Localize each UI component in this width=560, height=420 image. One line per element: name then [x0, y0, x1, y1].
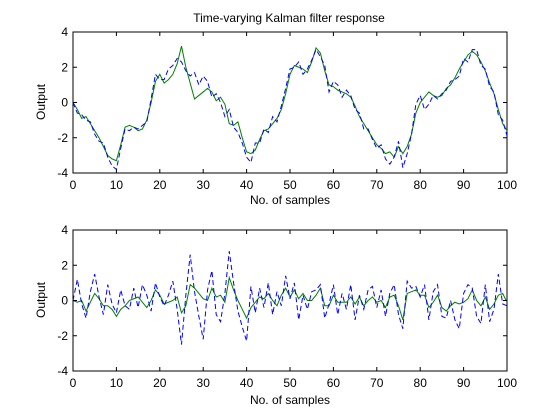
top-x-tick-label: 100: [497, 178, 517, 192]
top-x-ticks: 0 10 20 30 40 50 60 70 80 90 100: [70, 32, 517, 192]
top-y-tick-label: 4: [61, 25, 68, 39]
bottom-subplot: 0 10 20 30 40 50 60 70 80 90 100 -4 -2 0 2 4 No. of sa…: [34, 223, 517, 407]
bottom-x-tick-label: 90: [457, 376, 471, 390]
top-x-tick-label: 70: [370, 178, 384, 192]
bottom-x-tick-label: 60: [327, 376, 341, 390]
top-series-group: [72, 45, 508, 171]
bottom-x-tick-label: 50: [283, 376, 297, 390]
bottom-x-tick-label: 40: [240, 376, 254, 390]
top-x-axis-label: No. of samples: [250, 193, 330, 207]
bottom-axes-frame: [72, 229, 508, 372]
bottom-x-tick-label: 20: [153, 376, 167, 390]
bottom-y-tick-label: -4: [57, 364, 68, 378]
bottom-x-tick-label: 30: [197, 376, 211, 390]
top-x-tick-label: 40: [240, 178, 254, 192]
bottom-y-ticks: -4 -2 0 2 4: [57, 223, 507, 378]
bottom-x-tick-label: 80: [414, 376, 428, 390]
top-y-tick-label: -2: [57, 131, 68, 145]
top-axes-frame: [72, 31, 508, 174]
bottom-x-tick-label: 100: [497, 376, 517, 390]
bottom-x-tick-label: 70: [370, 376, 384, 390]
top-x-tick-label: 60: [327, 178, 341, 192]
top-x-tick-label: 30: [197, 178, 211, 192]
top-chart-title: Time-varying Kalman filter response: [193, 11, 385, 25]
top-x-tick-label: 0: [70, 178, 77, 192]
bottom-x-tick-label: 0: [70, 376, 77, 390]
top-y-tick-label: 2: [61, 60, 68, 74]
bottom-y-tick-label: -2: [57, 329, 68, 343]
top-x-tick-label: 20: [153, 178, 167, 192]
top-y-ticks: -4 -2 0 2 4: [57, 25, 507, 180]
top-x-tick-label: 80: [414, 178, 428, 192]
top-x-tick-label: 10: [110, 178, 124, 192]
bottom-y-axis-label: Output: [34, 281, 48, 318]
bottom-series-dashed-line: [72, 251, 508, 345]
bottom-y-tick-label: 2: [61, 258, 68, 272]
bottom-y-tick-label: 0: [61, 294, 68, 308]
bottom-x-axis-label: No. of samples: [250, 393, 330, 407]
bottom-series-group: [72, 251, 508, 345]
top-x-tick-label: 90: [457, 178, 471, 192]
top-series-dashed-line: [72, 48, 508, 171]
top-subplot: Time-varying Kalman filter response 0 10 2…: [34, 11, 517, 207]
bottom-y-tick-label: 4: [61, 223, 68, 237]
top-y-tick-label: -4: [57, 166, 68, 180]
top-y-tick-label: 0: [61, 96, 68, 110]
top-x-tick-label: 50: [283, 178, 297, 192]
bottom-x-tick-label: 10: [110, 376, 124, 390]
bottom-x-ticks: 0 10 20 30 40 50 60 70 80 90 100: [70, 230, 517, 390]
top-y-axis-label: Output: [34, 83, 48, 120]
